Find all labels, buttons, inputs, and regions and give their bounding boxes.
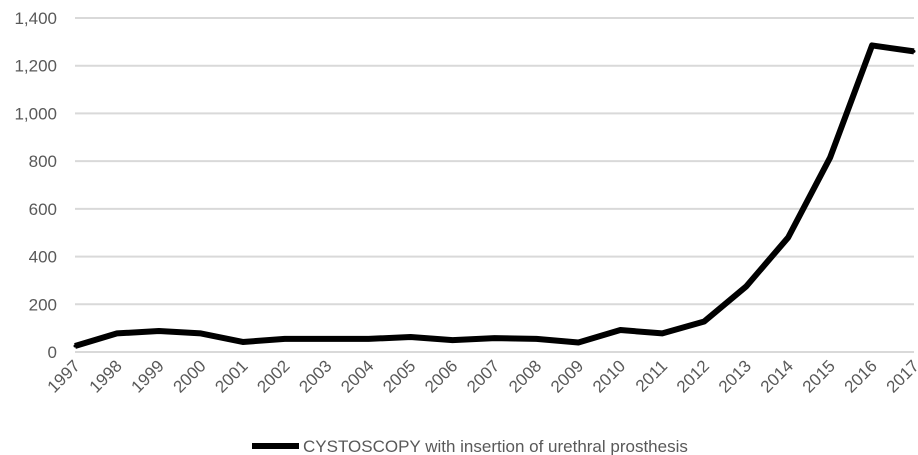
x-tick-label: 2012 [673,356,713,396]
data-point [576,340,580,344]
y-tick-label: 400 [29,248,57,267]
data-point [409,335,413,339]
y-tick-label: 800 [29,152,57,171]
data-point [702,319,706,323]
x-tick-label: 2014 [757,356,797,396]
x-tick-label: 2016 [841,356,881,396]
data-point [660,331,664,335]
y-axis: 0 200 400 600 800 1,000 1,200 1,400 [14,9,57,362]
legend-label: CYSTOSCOPY with insertion of urethral pr… [303,437,688,455]
data-point [199,331,203,335]
legend: CYSTOSCOPY with insertion of urethral pr… [252,437,688,455]
x-tick-label: 1997 [44,356,84,396]
x-tick-label: 2000 [169,356,209,396]
series-line-0 [74,42,915,349]
y-tick-label: 0 [48,343,57,362]
data-point [534,337,538,341]
data-point [115,331,119,335]
data-point [912,49,916,53]
x-tick-label: 2002 [253,356,293,396]
x-tick-label: 2010 [589,356,629,396]
data-point [367,337,371,341]
x-tick-label: 2005 [379,356,419,396]
x-tick-label: 2008 [505,356,545,396]
data-point [241,340,245,344]
data-point [828,156,832,160]
data-point [73,344,77,348]
x-tick-label: 2015 [799,356,839,396]
x-tick-label: 2006 [421,356,461,396]
x-tick-label: 1999 [128,356,168,396]
data-point [283,337,287,341]
data-point [451,338,455,342]
data-point [493,336,496,340]
x-tick-label: 1998 [86,356,126,396]
data-point [744,284,748,288]
x-tick-label: 2013 [715,356,755,396]
y-tick-label: 1,400 [14,9,57,28]
x-tick-label: 2004 [337,356,377,396]
x-tick-label: 2001 [211,356,251,396]
data-point [786,235,790,239]
data-point [325,337,329,341]
series-group [73,42,916,349]
x-tick-label: 2009 [547,356,587,396]
y-tick-label: 1,200 [14,57,57,76]
x-axis: 1997 1998 1999 2000 2001 2002 2003 2004 2005 2006… [44,356,918,396]
x-tick-label: 2007 [463,356,503,396]
x-tick-label: 2017 [883,356,918,396]
y-tick-label: 1,000 [14,104,57,123]
gridlines [75,17,914,353]
x-tick-label: 2003 [295,356,335,396]
data-point [870,43,874,47]
data-point [618,328,622,332]
y-tick-label: 200 [29,295,57,314]
y-tick-label: 600 [29,200,57,219]
x-tick-label: 2011 [632,356,671,395]
data-point [157,329,161,333]
